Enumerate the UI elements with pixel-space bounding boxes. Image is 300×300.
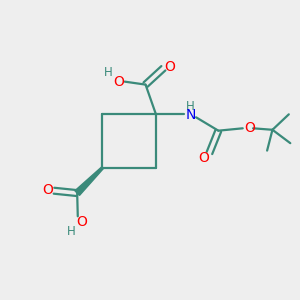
Text: O: O — [244, 121, 255, 135]
Text: H: H — [186, 100, 195, 113]
Text: H: H — [67, 225, 76, 238]
Text: H: H — [104, 66, 113, 79]
Text: O: O — [42, 183, 53, 197]
Text: O: O — [199, 151, 209, 165]
Text: O: O — [164, 60, 175, 74]
Polygon shape — [75, 167, 103, 195]
Text: O: O — [113, 75, 124, 89]
Text: O: O — [76, 214, 87, 229]
Text: N: N — [185, 108, 196, 122]
